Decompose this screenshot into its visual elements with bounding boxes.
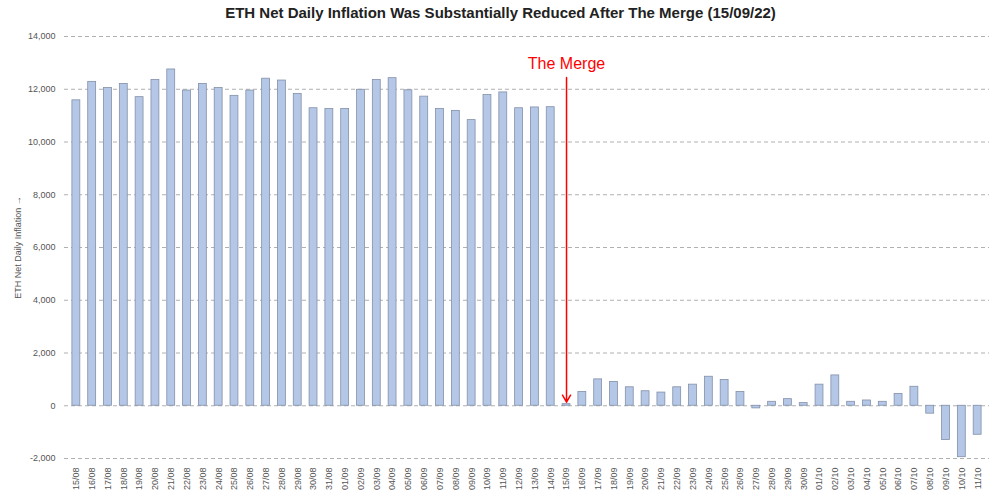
svg-text:25/08: 25/08 xyxy=(229,468,239,491)
svg-text:12/09: 12/09 xyxy=(514,468,524,491)
svg-text:23/08: 23/08 xyxy=(198,468,208,491)
svg-text:22/08: 22/08 xyxy=(182,468,192,491)
svg-text:15/09: 15/09 xyxy=(561,468,571,491)
svg-text:19/09: 19/09 xyxy=(625,468,635,491)
svg-text:18/09: 18/09 xyxy=(609,468,619,491)
svg-text:6,000: 6,000 xyxy=(33,242,56,252)
svg-text:14,000: 14,000 xyxy=(28,31,56,41)
svg-text:30/09: 30/09 xyxy=(799,468,809,491)
svg-text:01/09: 01/09 xyxy=(340,468,350,491)
svg-text:17/09: 17/09 xyxy=(593,468,603,491)
svg-text:29/08: 29/08 xyxy=(293,468,303,491)
svg-text:11/09: 11/09 xyxy=(498,468,508,490)
svg-text:12,000: 12,000 xyxy=(28,84,56,94)
svg-text:13/09: 13/09 xyxy=(530,468,540,491)
svg-text:0: 0 xyxy=(50,401,55,411)
svg-text:2,000: 2,000 xyxy=(33,348,56,358)
svg-text:16/09: 16/09 xyxy=(577,468,587,491)
svg-text:07/09: 07/09 xyxy=(435,468,445,491)
svg-text:15/08: 15/08 xyxy=(71,468,81,491)
svg-text:28/09: 28/09 xyxy=(767,468,777,491)
svg-text:04/10: 04/10 xyxy=(862,468,872,491)
svg-text:10/10: 10/10 xyxy=(957,468,967,491)
svg-text:21/08: 21/08 xyxy=(166,468,176,491)
svg-text:03/10: 03/10 xyxy=(846,468,856,491)
svg-text:31/08: 31/08 xyxy=(324,468,334,491)
svg-text:06/10: 06/10 xyxy=(893,468,903,491)
svg-text:20/09: 20/09 xyxy=(640,468,650,491)
svg-text:02/10: 02/10 xyxy=(830,468,840,491)
svg-text:17/08: 17/08 xyxy=(103,468,113,491)
svg-text:07/10: 07/10 xyxy=(909,468,919,491)
svg-text:ETH Net Daily Inflation →: ETH Net Daily Inflation → xyxy=(13,196,23,299)
svg-text:The Merge: The Merge xyxy=(528,55,605,72)
svg-text:29/09: 29/09 xyxy=(783,468,793,491)
svg-text:08/09: 08/09 xyxy=(451,468,461,491)
html-text:ETH Net Daily Inflation Was Su: ETH Net Daily Inflation Was Substantiall… xyxy=(225,4,776,21)
svg-text:27/09: 27/09 xyxy=(751,468,761,491)
svg-text:-2,000: -2,000 xyxy=(30,453,56,463)
svg-text:08/10: 08/10 xyxy=(925,468,935,491)
svg-text:09/10: 09/10 xyxy=(941,468,951,491)
svg-text:01/10: 01/10 xyxy=(814,468,824,491)
svg-text:05/10: 05/10 xyxy=(878,468,888,491)
svg-text:26/08: 26/08 xyxy=(245,468,255,491)
svg-text:23/09: 23/09 xyxy=(688,468,698,491)
svg-text:24/08: 24/08 xyxy=(214,468,224,491)
svg-text:19/08: 19/08 xyxy=(134,468,144,491)
svg-text:30/08: 30/08 xyxy=(308,468,318,491)
svg-text:25/09: 25/09 xyxy=(720,468,730,491)
svg-text:18/08: 18/08 xyxy=(119,468,129,491)
svg-text:09/09: 09/09 xyxy=(467,468,477,491)
svg-text:27/08: 27/08 xyxy=(261,468,271,491)
svg-text:10,000: 10,000 xyxy=(28,137,56,147)
svg-text:16/08: 16/08 xyxy=(87,468,97,491)
svg-text:20/08: 20/08 xyxy=(150,468,160,491)
svg-text:24/09: 24/09 xyxy=(704,468,714,491)
svg-text:21/09: 21/09 xyxy=(656,468,666,491)
svg-text:28/08: 28/08 xyxy=(277,468,287,491)
svg-text:14/09: 14/09 xyxy=(546,468,556,491)
svg-text:02/09: 02/09 xyxy=(356,468,366,491)
svg-text:06/09: 06/09 xyxy=(419,468,429,491)
svg-text:8,000: 8,000 xyxy=(33,190,56,200)
svg-text:4,000: 4,000 xyxy=(33,295,56,305)
svg-text:26/09: 26/09 xyxy=(735,468,745,491)
svg-text:04/09: 04/09 xyxy=(387,468,397,491)
svg-text:22/09: 22/09 xyxy=(672,468,682,491)
svg-text:05/09: 05/09 xyxy=(403,468,413,491)
svg-text:11/10: 11/10 xyxy=(973,468,983,490)
svg-text:10/09: 10/09 xyxy=(482,468,492,491)
svg-text:03/09: 03/09 xyxy=(372,468,382,491)
